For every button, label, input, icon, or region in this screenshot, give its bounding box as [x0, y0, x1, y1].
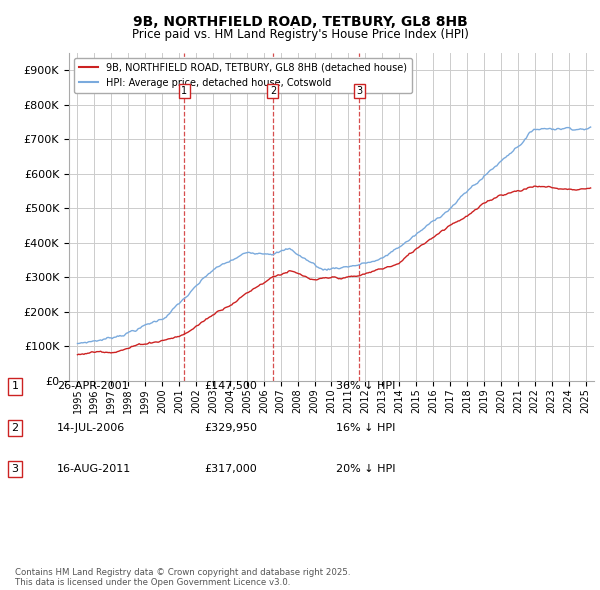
Legend: 9B, NORTHFIELD ROAD, TETBURY, GL8 8HB (detached house), HPI: Average price, deta: 9B, NORTHFIELD ROAD, TETBURY, GL8 8HB (d…: [74, 58, 412, 93]
Text: 16% ↓ HPI: 16% ↓ HPI: [336, 423, 395, 432]
Text: 3: 3: [356, 86, 362, 96]
Text: £147,500: £147,500: [204, 382, 257, 391]
Text: 16-AUG-2011: 16-AUG-2011: [57, 464, 131, 474]
Text: 26-APR-2001: 26-APR-2001: [57, 382, 128, 391]
Text: 2: 2: [11, 423, 19, 432]
Text: 3: 3: [11, 464, 19, 474]
Text: 2: 2: [270, 86, 276, 96]
Text: 36% ↓ HPI: 36% ↓ HPI: [336, 382, 395, 391]
Text: Contains HM Land Registry data © Crown copyright and database right 2025.
This d: Contains HM Land Registry data © Crown c…: [15, 568, 350, 587]
Text: £317,000: £317,000: [204, 464, 257, 474]
Text: 20% ↓ HPI: 20% ↓ HPI: [336, 464, 395, 474]
Text: 1: 1: [181, 86, 188, 96]
Text: £329,950: £329,950: [204, 423, 257, 432]
Text: 9B, NORTHFIELD ROAD, TETBURY, GL8 8HB: 9B, NORTHFIELD ROAD, TETBURY, GL8 8HB: [133, 15, 467, 29]
Text: Price paid vs. HM Land Registry's House Price Index (HPI): Price paid vs. HM Land Registry's House …: [131, 28, 469, 41]
Text: 14-JUL-2006: 14-JUL-2006: [57, 423, 125, 432]
Text: 1: 1: [11, 382, 19, 391]
